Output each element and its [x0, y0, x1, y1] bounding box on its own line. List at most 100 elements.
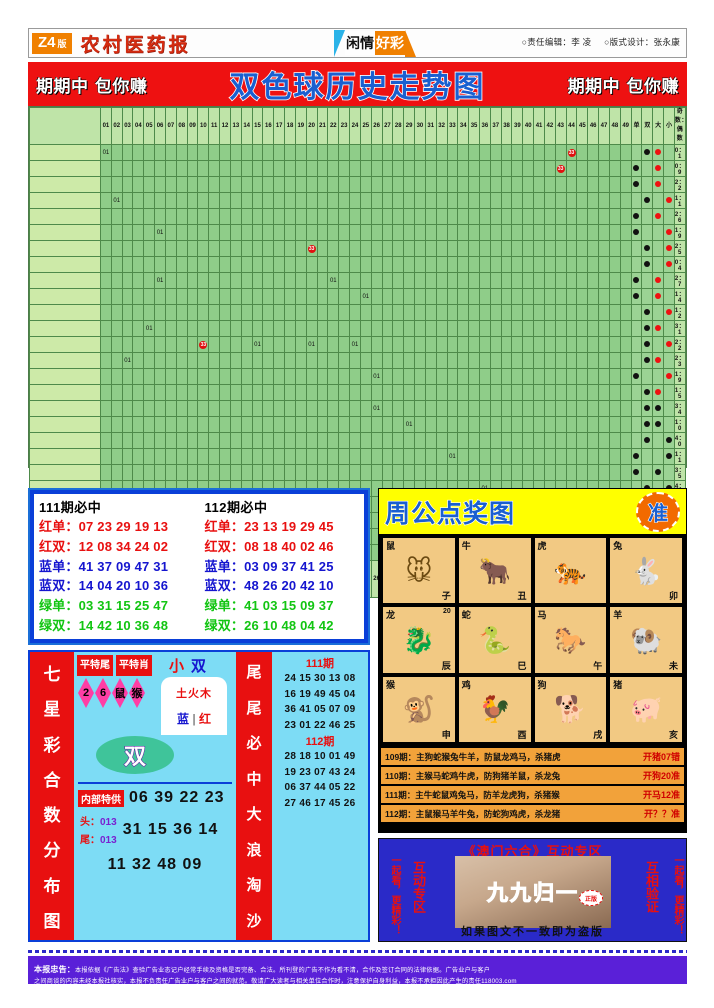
attr-cell [652, 368, 665, 385]
trend-cell [100, 176, 112, 193]
trend-cell [370, 352, 383, 369]
group-title: 112期 [305, 736, 335, 748]
trend-cell [500, 304, 513, 321]
trend-cell [229, 448, 242, 465]
attr-cell [630, 400, 643, 417]
trend-cell [554, 336, 567, 353]
ratio-cell: 0：9 [673, 160, 687, 177]
zodiac-cell[interactable]: 鸡 🐓 酉 [457, 675, 532, 743]
zodiac-name: 鸡 [461, 680, 471, 691]
zodiac-cell[interactable]: 蛇 🐍 巳 [457, 606, 532, 674]
trend-cell [262, 176, 275, 193]
trend-cell [565, 416, 578, 433]
trend-cell [284, 176, 296, 193]
zodiac-cell[interactable]: 猴 🐒 申 [382, 675, 456, 743]
trend-cell [457, 464, 470, 481]
trend-cell [240, 384, 253, 401]
trend-cell [489, 336, 502, 353]
trend-cell [554, 272, 567, 289]
trend-row: 3：5 [29, 464, 687, 481]
trend-cell [164, 320, 177, 337]
trend-cell [359, 336, 372, 353]
trend-cell [121, 144, 134, 161]
trend-cell [554, 400, 567, 417]
trend-cell [587, 400, 600, 417]
trend-cell [229, 272, 242, 289]
trend-cell [446, 176, 459, 193]
zodiac-cell[interactable]: 兔 🐇 卯 [609, 537, 683, 605]
trend-cell [619, 416, 632, 433]
trend-cell [522, 432, 535, 449]
trend-cell [164, 336, 177, 353]
zodiac-cell[interactable]: 虎 🐅 [533, 537, 608, 605]
trend-cell [143, 400, 156, 417]
trend-cell [554, 144, 567, 161]
prediction-label: 绿单： [204, 598, 245, 613]
trend-cell [305, 256, 318, 273]
trend-cell [359, 304, 372, 321]
trend-cell [587, 240, 600, 257]
zodiac-cell[interactable]: 羊 🐏 未 [609, 606, 683, 674]
attr-header: 大 [652, 107, 665, 145]
trend-cell [608, 416, 621, 433]
trend-cell [273, 224, 286, 241]
ad-footer-note: 如果图文不一致即为盗版 [461, 926, 604, 938]
zodiac-cell[interactable]: 猪 🐖 亥 [609, 675, 683, 743]
trend-cell [338, 160, 351, 177]
trend-cell [511, 192, 524, 209]
trend-cell [435, 256, 448, 273]
trend-cell [608, 464, 621, 481]
trend-cell [229, 256, 242, 273]
trend-cell [175, 336, 188, 353]
trend-cell [284, 256, 296, 273]
attr-cell [663, 192, 675, 209]
zodiac-cell[interactable]: 鼠 🐭 子 [382, 537, 456, 605]
trend-cell [522, 464, 535, 481]
advertisement[interactable]: 《澳门六合》互动专区 一起看，更精彩！ 互动专区 九九归一 正版 互相验证 一起… [378, 838, 687, 942]
group-row: 36 41 05 07 09 [284, 704, 356, 715]
trend-cell [468, 336, 480, 353]
ratio-cell: 3：1 [673, 320, 687, 337]
trend-cell [500, 384, 513, 401]
zodiac-cell[interactable]: 龙 🐉 辰 20 [382, 606, 456, 674]
zodiac-animal-icon: 🐒 [402, 694, 436, 725]
black-dot-icon [633, 229, 640, 236]
trend-cell [457, 320, 470, 337]
trend-cell [154, 192, 166, 209]
trend-cell [197, 320, 210, 337]
trend-cell [175, 384, 188, 401]
trend-cell [381, 416, 394, 433]
zodiac-cell[interactable]: 马 🐎 午 [533, 606, 608, 674]
trend-cell [110, 352, 123, 369]
trend-cell [424, 144, 437, 161]
trend-cell [186, 176, 199, 193]
trend-cell [414, 384, 426, 401]
trend-cell [533, 416, 545, 433]
trend-cell [554, 464, 567, 481]
trend-cell [305, 368, 318, 385]
trend-cell [565, 464, 578, 481]
trend-cell [414, 144, 426, 161]
black-dot-icon [633, 165, 640, 172]
trend-cell [251, 256, 264, 273]
trend-cell [316, 368, 329, 385]
trend-cell [175, 320, 188, 337]
zodiac-animal-icon: 🐍 [478, 624, 511, 655]
trend-cell [598, 352, 610, 369]
trend-cell [251, 144, 264, 161]
zodiac-cell[interactable]: 牛 🐂 丑 [457, 537, 532, 605]
attr-cell [641, 176, 654, 193]
trend-cell [121, 288, 134, 305]
red-dot-icon [665, 245, 672, 252]
trend-cell: 33 [565, 144, 578, 161]
trend-cell [132, 192, 145, 209]
trend-cell [489, 304, 502, 321]
trend-cell [598, 272, 610, 289]
trend-cell [468, 160, 480, 177]
prediction-title: 112期必中 [204, 500, 268, 515]
col-header: 44 [565, 107, 578, 145]
row-lead-cell [29, 192, 101, 209]
zodiac-cell[interactable]: 狗 🐕 戌 [533, 675, 608, 743]
trend-cell [349, 352, 361, 369]
black-dot-icon [655, 421, 662, 428]
